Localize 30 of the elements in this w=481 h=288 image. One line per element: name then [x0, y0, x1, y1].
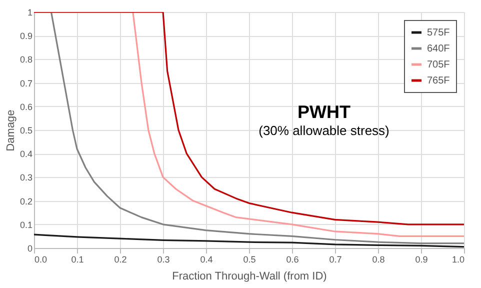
y-tick-label: 0.4 [20, 149, 32, 160]
x-tick-label: 0.0 [34, 254, 48, 264]
legend-label: 765F [427, 76, 450, 86]
x-tick-label: 0.1 [71, 254, 84, 264]
x-tick-label: 0.2 [114, 254, 127, 264]
y-axis-title: Damage [4, 110, 17, 152]
x-tick-label: 0.6 [286, 254, 299, 264]
y-tick-label: 0.5 [20, 126, 32, 136]
x-tick-label: 0.5 [243, 254, 256, 264]
y-tick-label: 0.9 [20, 31, 32, 42]
x-tick-label: 0.8 [372, 254, 385, 264]
legend-label: 575F [427, 28, 450, 38]
x-axis-title: Fraction Through-Wall (from ID) [172, 270, 327, 282]
text: PWHT [298, 102, 350, 122]
y-tick-label: 0 [27, 244, 32, 254]
x-tick-label: 1.0 [452, 254, 464, 264]
y-tick-label: 0.7 [20, 78, 32, 88]
y-tick-label: 0.8 [20, 54, 32, 65]
y-tick-label: 0.1 [20, 220, 32, 230]
x-tick-label: 0.9 [415, 254, 428, 264]
y-tick-label: 0.2 [20, 196, 32, 206]
x-tick-label: 0.7 [329, 254, 342, 264]
x-tick-label: 0.3 [157, 254, 170, 264]
legend-label: 640F [427, 44, 450, 54]
y-tick-label: 0.3 [20, 172, 32, 183]
x-tick-label: 0.4 [200, 254, 213, 264]
y-tick-label: 0.6 [20, 102, 32, 112]
legend-label: 705F [427, 60, 450, 70]
text: (30% allowable stress) [258, 123, 390, 138]
y-tick-label: 1 [27, 8, 32, 18]
